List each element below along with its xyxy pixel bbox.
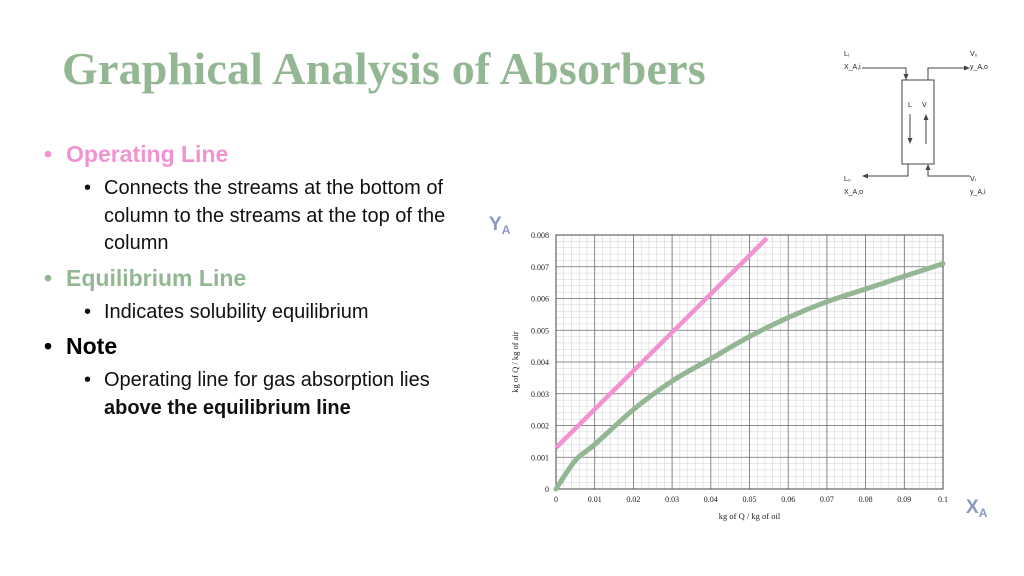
y-axis-symbol-sub: A [501,223,511,237]
bullet-dot: • [84,177,92,199]
diagram-top-right-1: V₀ [970,51,978,58]
sub-bullet-equilibrium-line: • Indicates solubility equilibrium [44,299,464,327]
bullet-dot: • [44,264,53,291]
bullet-equilibrium-line: • Equilibrium Line [44,264,464,293]
y-tick-label: 0.005 [531,326,549,335]
vapor-up-arrow-icon [923,114,929,120]
y-axis-label: kg of Q / kg of air [510,331,520,393]
x-tick-label: 0.06 [781,495,795,504]
x-tick-label: 0.09 [897,495,911,504]
liquid-outlet-arrow-icon [862,173,868,179]
bullet-list: • Operating Line • Connects the streams … [44,140,464,428]
y-tick-label: 0.002 [531,422,549,431]
operating-line-series [554,236,769,450]
sub-bullet-bold-text: above the equilibrium line [104,396,351,419]
x-axis-symbol-main: X [966,497,979,518]
liquid-inlet-line [862,67,907,80]
x-tick-label: 0.05 [743,495,757,504]
diagram-top-right-2: y_A,o [970,64,988,71]
diagram-bottom-right-2: y_A,i [970,189,986,196]
diagram-inside-V: V [922,102,927,109]
liquid-outlet-line [866,164,909,177]
vapor-outlet-arrow-icon [964,65,970,71]
bullet-dot: • [84,369,92,391]
bullet-heading: Note [66,333,118,359]
bullet-heading: Equilibrium Line [66,264,247,291]
y-tick-label: 0.008 [531,231,549,240]
x-axis-symbol-sub: A [978,506,988,520]
diagram-top-left-2: X_A,i [844,64,861,71]
vapor-inlet-line [927,168,970,177]
x-axis-symbol: XA [966,497,987,520]
x-tick-label: 0.1 [938,495,948,504]
bullet-dot: • [84,300,92,323]
y-tick-label: 0.007 [531,263,549,272]
diagram-top-left-1: Lᵢ [844,51,849,58]
y-tick-label: 0.004 [531,358,549,367]
diagram-inside-L: L [908,102,912,109]
diagram-bottom-left-1: L₀ [844,176,851,183]
y-tick-label: 0.003 [531,390,549,399]
sub-bullet-text: Connects the streams at the bottom of co… [104,177,446,254]
absorber-column-diagram: L V Lᵢ X_A,i V₀ y_A,o L₀ X_A,o Vᵢ y_A,i [844,51,988,196]
liquid-down-arrow-icon [907,138,913,144]
sub-bullet-operating-line: • Connects the streams at the bottom of … [44,175,464,258]
liquid-inlet-arrow-icon [903,74,909,80]
x-tick-label: 0.01 [588,495,602,504]
diagram-bottom-left-2: X_A,o [844,189,863,196]
x-tick-label: 0.02 [626,495,640,504]
sub-bullet-text: Operating line for gas absorption lies [104,369,430,391]
vapor-inlet-arrow-icon [925,164,931,170]
column-body [901,79,935,165]
y-axis-symbol-main: Y [489,214,502,235]
y-tick-label: 0 [545,485,549,494]
x-axis-label: kg of Q / kg of oil [719,511,781,521]
x-tick-label: 0 [554,495,558,504]
diagram-bottom-right-1: Vᵢ [970,176,976,183]
x-tick-label: 0.03 [665,495,679,504]
bullet-note: • Note [44,332,464,361]
bullet-operating-line: • Operating Line [44,140,464,169]
bullet-dot: • [44,141,53,167]
sub-bullet-note: • Operating line for gas absorption lies… [44,367,464,422]
y-axis-symbol: YA [489,214,510,237]
y-tick-label: 0.006 [531,295,549,304]
equilibrium-chart: 0 0.01 0.02 0.03 0.04 0.05 0.06 0.07 0.08 0.09 0.1… [510,231,948,521]
x-tick-label: 0.04 [704,495,718,504]
equilibrium-line-series [553,261,946,492]
plot-frame [555,234,944,490]
x-tick-label: 0.07 [820,495,834,504]
y-tick-label: 0.001 [531,453,549,462]
vapor-outlet-line [927,67,966,80]
bullet-dot: • [44,333,53,359]
x-tick-label: 0.08 [859,495,873,504]
page-title: Graphical Analysis of Absorbers [62,43,706,94]
sub-bullet-text: Indicates solubility equilibrium [104,300,369,323]
bullet-heading: Operating Line [66,141,229,167]
